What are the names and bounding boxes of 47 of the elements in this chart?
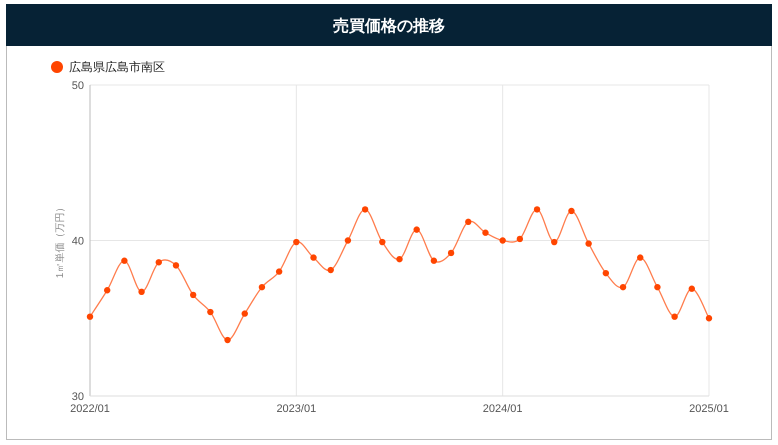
point (121, 258, 128, 264)
point (516, 236, 524, 242)
point (362, 206, 368, 213)
point (344, 237, 352, 244)
point (276, 268, 282, 275)
y-axis-title: 1㎡単価（万円） (55, 202, 66, 278)
point (620, 284, 626, 290)
point (688, 286, 696, 292)
y-tick-label: 40 (72, 236, 84, 248)
x-tick-label: 2022/01 (70, 403, 110, 415)
point (258, 284, 266, 290)
point (242, 310, 248, 317)
chart-title: 売買価格の推移 (333, 17, 445, 35)
point (482, 230, 489, 236)
y-tick-label: 50 (72, 80, 84, 92)
x-tick-label: 2023/01 (276, 403, 316, 415)
point (172, 262, 180, 269)
point (379, 238, 386, 246)
point (671, 313, 678, 320)
point (190, 292, 196, 298)
point (328, 266, 334, 274)
point (104, 287, 110, 294)
y-tick-label: 30 (72, 391, 84, 403)
point (448, 250, 454, 256)
point (568, 208, 575, 214)
point (310, 254, 317, 261)
point (138, 288, 145, 296)
point (585, 240, 592, 247)
x-tick-label: 2025/01 (689, 403, 729, 415)
point (534, 206, 540, 213)
point (637, 254, 644, 261)
point (706, 315, 712, 322)
point (224, 336, 231, 344)
point (430, 258, 438, 264)
point (551, 238, 558, 246)
point (293, 238, 300, 246)
point (396, 256, 403, 262)
point (413, 226, 420, 233)
legend-label: 広島県広島市南区 (69, 60, 165, 74)
x-tick-label: 2024/01 (482, 403, 523, 415)
point (602, 270, 610, 276)
point (499, 237, 506, 244)
point (156, 259, 162, 266)
point (654, 284, 661, 290)
point (86, 313, 94, 320)
point (207, 308, 214, 316)
point (465, 218, 472, 226)
